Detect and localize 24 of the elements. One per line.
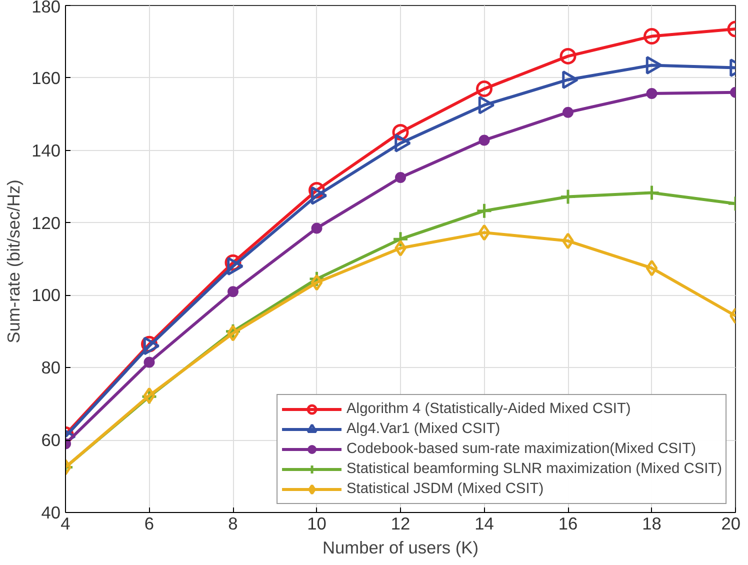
y-axis-title: Sum-rate (bit/sec/Hz) xyxy=(4,180,24,344)
legend-label: Statistical JSDM (Mixed CSIT) xyxy=(346,481,544,497)
x-axis-title: Number of users (K) xyxy=(322,538,478,558)
x-tick-label: 18 xyxy=(642,514,662,534)
y-tick-label: 40 xyxy=(41,502,61,522)
y-tick-label: 80 xyxy=(41,358,61,378)
x-tick-label: 20 xyxy=(721,514,741,534)
y-tick-label: 160 xyxy=(32,68,61,88)
x-tick-label: 14 xyxy=(474,514,494,534)
y-tick-label: 140 xyxy=(32,140,61,160)
legend-label: Alg4.Var1 (Mixed CSIT) xyxy=(346,421,500,437)
x-tick-label: 16 xyxy=(558,514,578,534)
y-tick-label: 60 xyxy=(41,430,61,450)
x-tick-label: 12 xyxy=(390,514,410,534)
legend-label: Algorithm 4 (Statistically-Aided Mixed CSIT) xyxy=(346,401,631,417)
legend-label: Statistical beamforming SLNR maximization (Mixed CSIT) xyxy=(346,461,722,477)
x-tick-label: 8 xyxy=(228,514,238,534)
x-tick-label: 4 xyxy=(60,514,71,534)
y-tick-label: 100 xyxy=(32,285,61,306)
x-tick-label: 10 xyxy=(307,514,326,534)
x-tick-label: 6 xyxy=(144,514,154,534)
y-tick-label: 120 xyxy=(32,212,61,233)
y-tick-label: 180 xyxy=(32,0,61,16)
legend-label: Codebook-based sum-rate maximization(Mixed CSIT) xyxy=(346,441,696,457)
